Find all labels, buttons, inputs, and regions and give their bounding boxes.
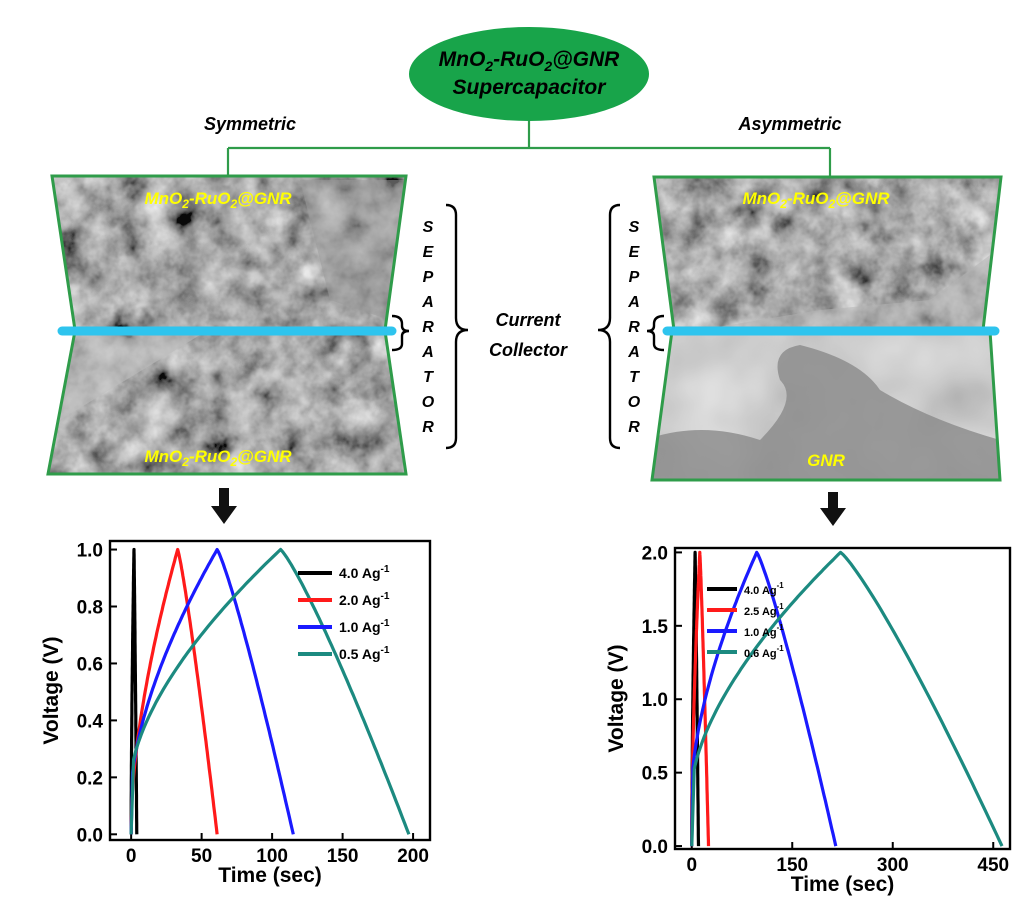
left-top-electrode-label: MnO2-RuO2@GNR [144,189,292,211]
symmetric-label: Symmetric [204,114,296,134]
series-line [129,547,219,835]
right-top-electrode-label: MnO2-RuO2@GNR [742,189,890,211]
y-tick-label: 0.0 [77,825,103,846]
separator-letter: O [628,394,641,411]
y-tick-label: 1.0 [642,690,668,711]
separator-letter: R [422,419,434,436]
legend-entry: 1.0 Ag-1 [744,623,784,639]
left-collector-bracket [391,314,410,352]
legend-entry: 4.0 Ag-1 [339,564,390,581]
title-line2: Supercapacitor [453,76,608,99]
right-bottom-electrode-label: GNR [807,451,846,470]
separator-letter: T [423,369,434,386]
left-top-electrode-image [52,176,406,330]
separator-letter: R [422,319,434,336]
series-line [129,547,295,835]
separator-letter: T [629,369,640,386]
y-tick-label: 0.8 [77,597,103,618]
y-tick-label: 0.4 [77,711,104,732]
separator-letter: P [629,269,640,286]
separator-letter: A [627,344,640,361]
left-separator-bracket [445,203,469,450]
asymmetric-label: Asymmetric [737,114,841,134]
separator-letter: S [629,219,640,236]
series-line [129,547,139,835]
legend-entry: 2.0 Ag-1 [339,591,390,608]
legend-entry: 0.5 Ag-1 [339,645,390,662]
x-tick-label: 0 [126,846,137,867]
x-tick-label: 450 [977,855,1009,876]
title-line1: MnO2-RuO2@GNR [439,48,621,74]
separator-letter: E [423,244,435,261]
x-tick-label: 50 [191,846,212,867]
y-tick-label: 2.0 [642,543,668,564]
y-axis-label: Voltage (V) [605,644,628,752]
separator-letter: P [423,269,434,286]
legend-entry: 2.5 Ag-1 [744,602,784,618]
legend-entry: 0.6 Ag-1 [744,644,784,660]
left-bottom-electrode-label: MnO2-RuO2@GNR [144,447,292,469]
x-tick-label: 300 [877,855,909,876]
x-tick-label: 100 [256,846,288,867]
separator-letter: O [422,394,435,411]
separator-letter: R [628,319,640,336]
series-line [129,547,411,835]
x-axis-label: Time (sec) [218,864,322,887]
right-bottom-electrode-image [652,331,1000,480]
separator-letter: A [421,344,434,361]
y-tick-label: 0.0 [642,837,668,858]
right-collector-bracket [646,314,665,352]
y-tick-label: 0.5 [642,764,669,785]
plot-frame [108,539,432,842]
x-tick-label: 200 [397,846,429,867]
separator-letter: S [423,219,434,236]
separator-letter: A [421,294,434,311]
symmetric-gcd-chart: 0.0 0.2 0.4 0.6 0.8 1.0 0 50 100 150 200 Time (sec)… [40,539,432,887]
y-tick-label: 1.0 [77,541,103,562]
plot-frame [673,546,1012,851]
x-tick-label: 150 [776,855,808,876]
separator-letter: R [628,419,640,436]
asymmetric-gcd-chart: 0.0 0.5 1.0 1.5 2.0 0 150 300 450 Time (sec) Volta… [605,543,1012,896]
left-down-arrow-icon [211,488,237,524]
series-line [690,550,1004,847]
legend-entry: 1.0 Ag-1 [339,618,390,635]
right-separator-bracket [597,203,621,450]
x-axis-label: Time (sec) [791,873,895,896]
left-bottom-electrode-image [48,331,406,474]
separator-letter: E [629,244,641,261]
legend-entry: 4.0 Ag-1 [744,581,784,597]
separator-letter: A [627,294,640,311]
x-tick-label: 150 [327,846,359,867]
y-axis-label: Voltage (V) [40,636,63,744]
y-tick-label: 0.6 [77,654,103,675]
right-top-electrode-image [654,177,1001,330]
current-collector-label-line2: Collector [489,340,568,360]
y-tick-label: 0.2 [77,768,103,789]
y-tick-label: 1.5 [642,617,669,638]
current-collector-label-line1: Current [495,310,561,330]
series-line [690,550,838,847]
title-ellipse: MnO2-RuO2@GNR Supercapacitor [409,27,649,121]
x-tick-label: 0 [686,855,697,876]
tree-connectors [226,121,832,177]
right-down-arrow-icon [820,492,846,526]
